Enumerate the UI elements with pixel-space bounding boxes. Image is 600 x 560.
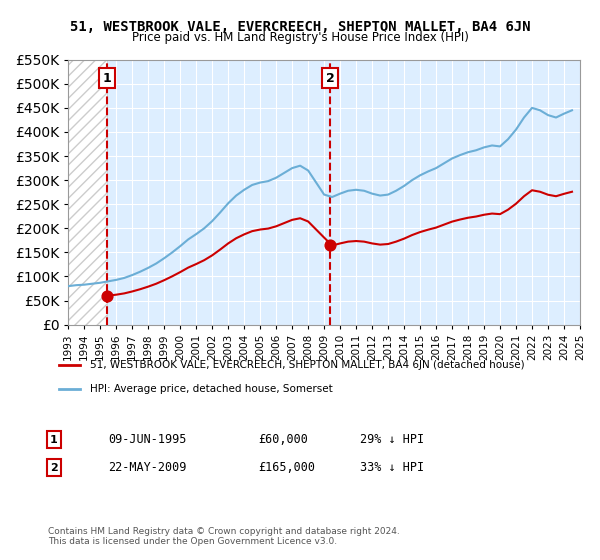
Text: 09-JUN-1995: 09-JUN-1995 <box>108 433 187 446</box>
Text: 2: 2 <box>326 72 335 85</box>
Text: Contains HM Land Registry data © Crown copyright and database right 2024.
This d: Contains HM Land Registry data © Crown c… <box>48 526 400 546</box>
Point <box>103 291 112 300</box>
Text: 51, WESTBROOK VALE, EVERCREECH, SHEPTON MALLET, BA4 6JN (detached house): 51, WESTBROOK VALE, EVERCREECH, SHEPTON … <box>90 360 525 370</box>
Text: Price paid vs. HM Land Registry's House Price Index (HPI): Price paid vs. HM Land Registry's House … <box>131 31 469 44</box>
Text: 33% ↓ HPI: 33% ↓ HPI <box>360 461 424 474</box>
Point <box>326 241 335 250</box>
Bar <box>68 60 107 325</box>
Text: 29% ↓ HPI: 29% ↓ HPI <box>360 433 424 446</box>
Text: £60,000: £60,000 <box>258 433 308 446</box>
Text: 1: 1 <box>103 72 112 85</box>
Text: 2: 2 <box>50 463 58 473</box>
Text: 51, WESTBROOK VALE, EVERCREECH, SHEPTON MALLET, BA4 6JN: 51, WESTBROOK VALE, EVERCREECH, SHEPTON … <box>70 20 530 34</box>
Text: 1: 1 <box>50 435 58 445</box>
Text: £165,000: £165,000 <box>258 461 315 474</box>
Text: HPI: Average price, detached house, Somerset: HPI: Average price, detached house, Some… <box>90 384 333 394</box>
Text: 22-MAY-2009: 22-MAY-2009 <box>108 461 187 474</box>
Bar <box>68 60 107 325</box>
